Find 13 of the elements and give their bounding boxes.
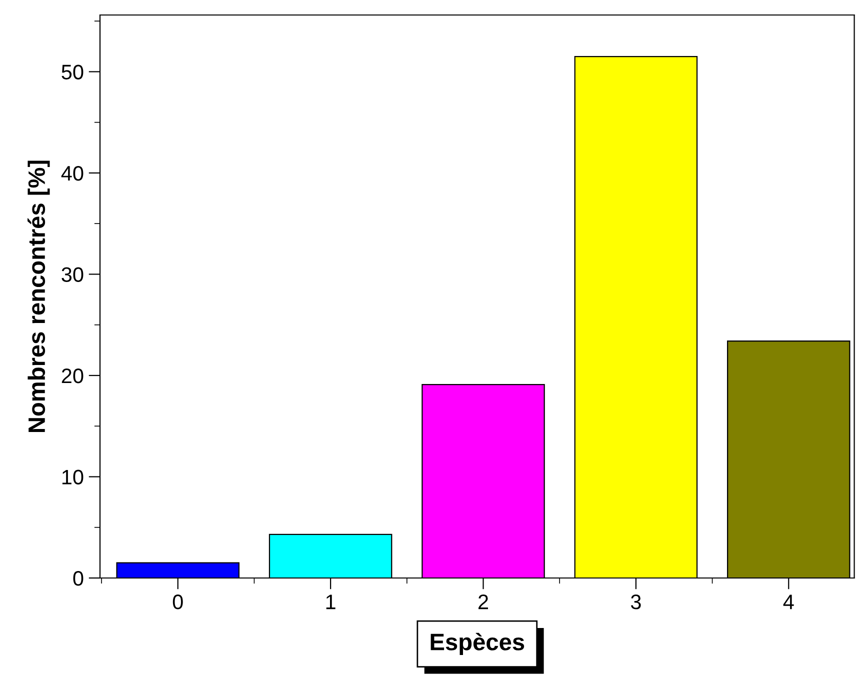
x-tick-label: 4 bbox=[783, 594, 794, 610]
y-tick-label: 20 bbox=[62, 368, 84, 384]
y-tick-label: 0 bbox=[73, 571, 84, 586]
y-tick-label: 40 bbox=[61, 166, 84, 181]
x-tick-label: 0 bbox=[172, 594, 183, 610]
x-tick-label: 3 bbox=[630, 594, 641, 610]
y-axis-title: Nombres rencontrés [%] bbox=[28, 160, 50, 432]
x-tick-label: 1 bbox=[326, 594, 336, 610]
x-tick-label: 2 bbox=[478, 594, 488, 610]
x-axis-title: Espèces bbox=[430, 632, 524, 656]
y-tick-label: 10 bbox=[62, 470, 84, 484]
y-tick-label: 50 bbox=[62, 64, 84, 80]
y-tick-label: 30 bbox=[62, 267, 84, 282]
